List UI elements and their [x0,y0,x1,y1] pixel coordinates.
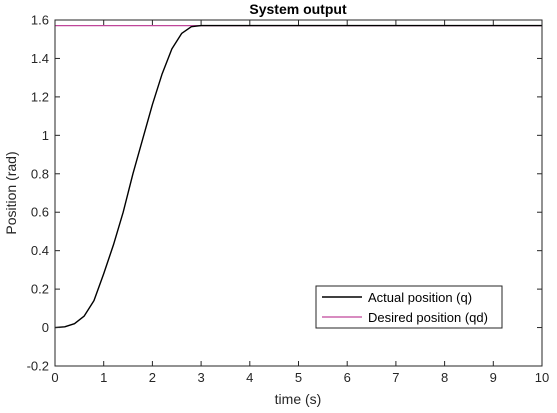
y-tick-label: 0.4 [31,243,49,258]
chart-title: System output [249,1,347,17]
legend-box [315,285,503,329]
x-ticks: 0 1 2 3 4 5 6 7 8 9 10 [51,20,549,385]
x-tick-label: 2 [149,370,156,385]
y-tick-label: 1.4 [31,51,49,66]
legend-label-actual-position: Actual position (q) [368,290,472,305]
series-layer [54,24,542,329]
x-tick-label: 10 [535,370,549,385]
x-tick-label: 9 [490,370,497,385]
x-axis-title: time (s) [275,391,322,407]
y-tick-label: 0.6 [31,205,49,220]
y-tick-label: -0.2 [27,359,49,374]
y-tick-label: 1.6 [31,13,49,28]
legend-label-desired-position: Desired position (qd) [368,310,488,325]
y-tick-label: 1.2 [31,89,49,104]
y-tick-label: 0.8 [31,166,49,181]
x-tick-label: 6 [344,370,351,385]
y-tick-label: 1 [42,128,49,143]
x-tick-label: 4 [246,370,253,385]
y-tick-label: 0 [42,320,49,335]
x-tick-label: 8 [441,370,448,385]
series-line-actual-position-q [54,24,542,329]
x-tick-label: 5 [295,370,302,385]
y-ticks: -0.2 0 0.2 0.4 0.6 0.8 1 1.2 1.4 1.6 [27,13,542,374]
x-tick-label: 1 [100,370,107,385]
x-tick-label: 7 [392,370,399,385]
x-tick-label: 0 [51,370,58,385]
x-tick-label: 3 [197,370,204,385]
legend: Actual position (q) Desired position (qd… [315,285,503,329]
y-axis-title: Position (rad) [3,151,19,234]
y-tick-label: 0.2 [31,282,49,297]
